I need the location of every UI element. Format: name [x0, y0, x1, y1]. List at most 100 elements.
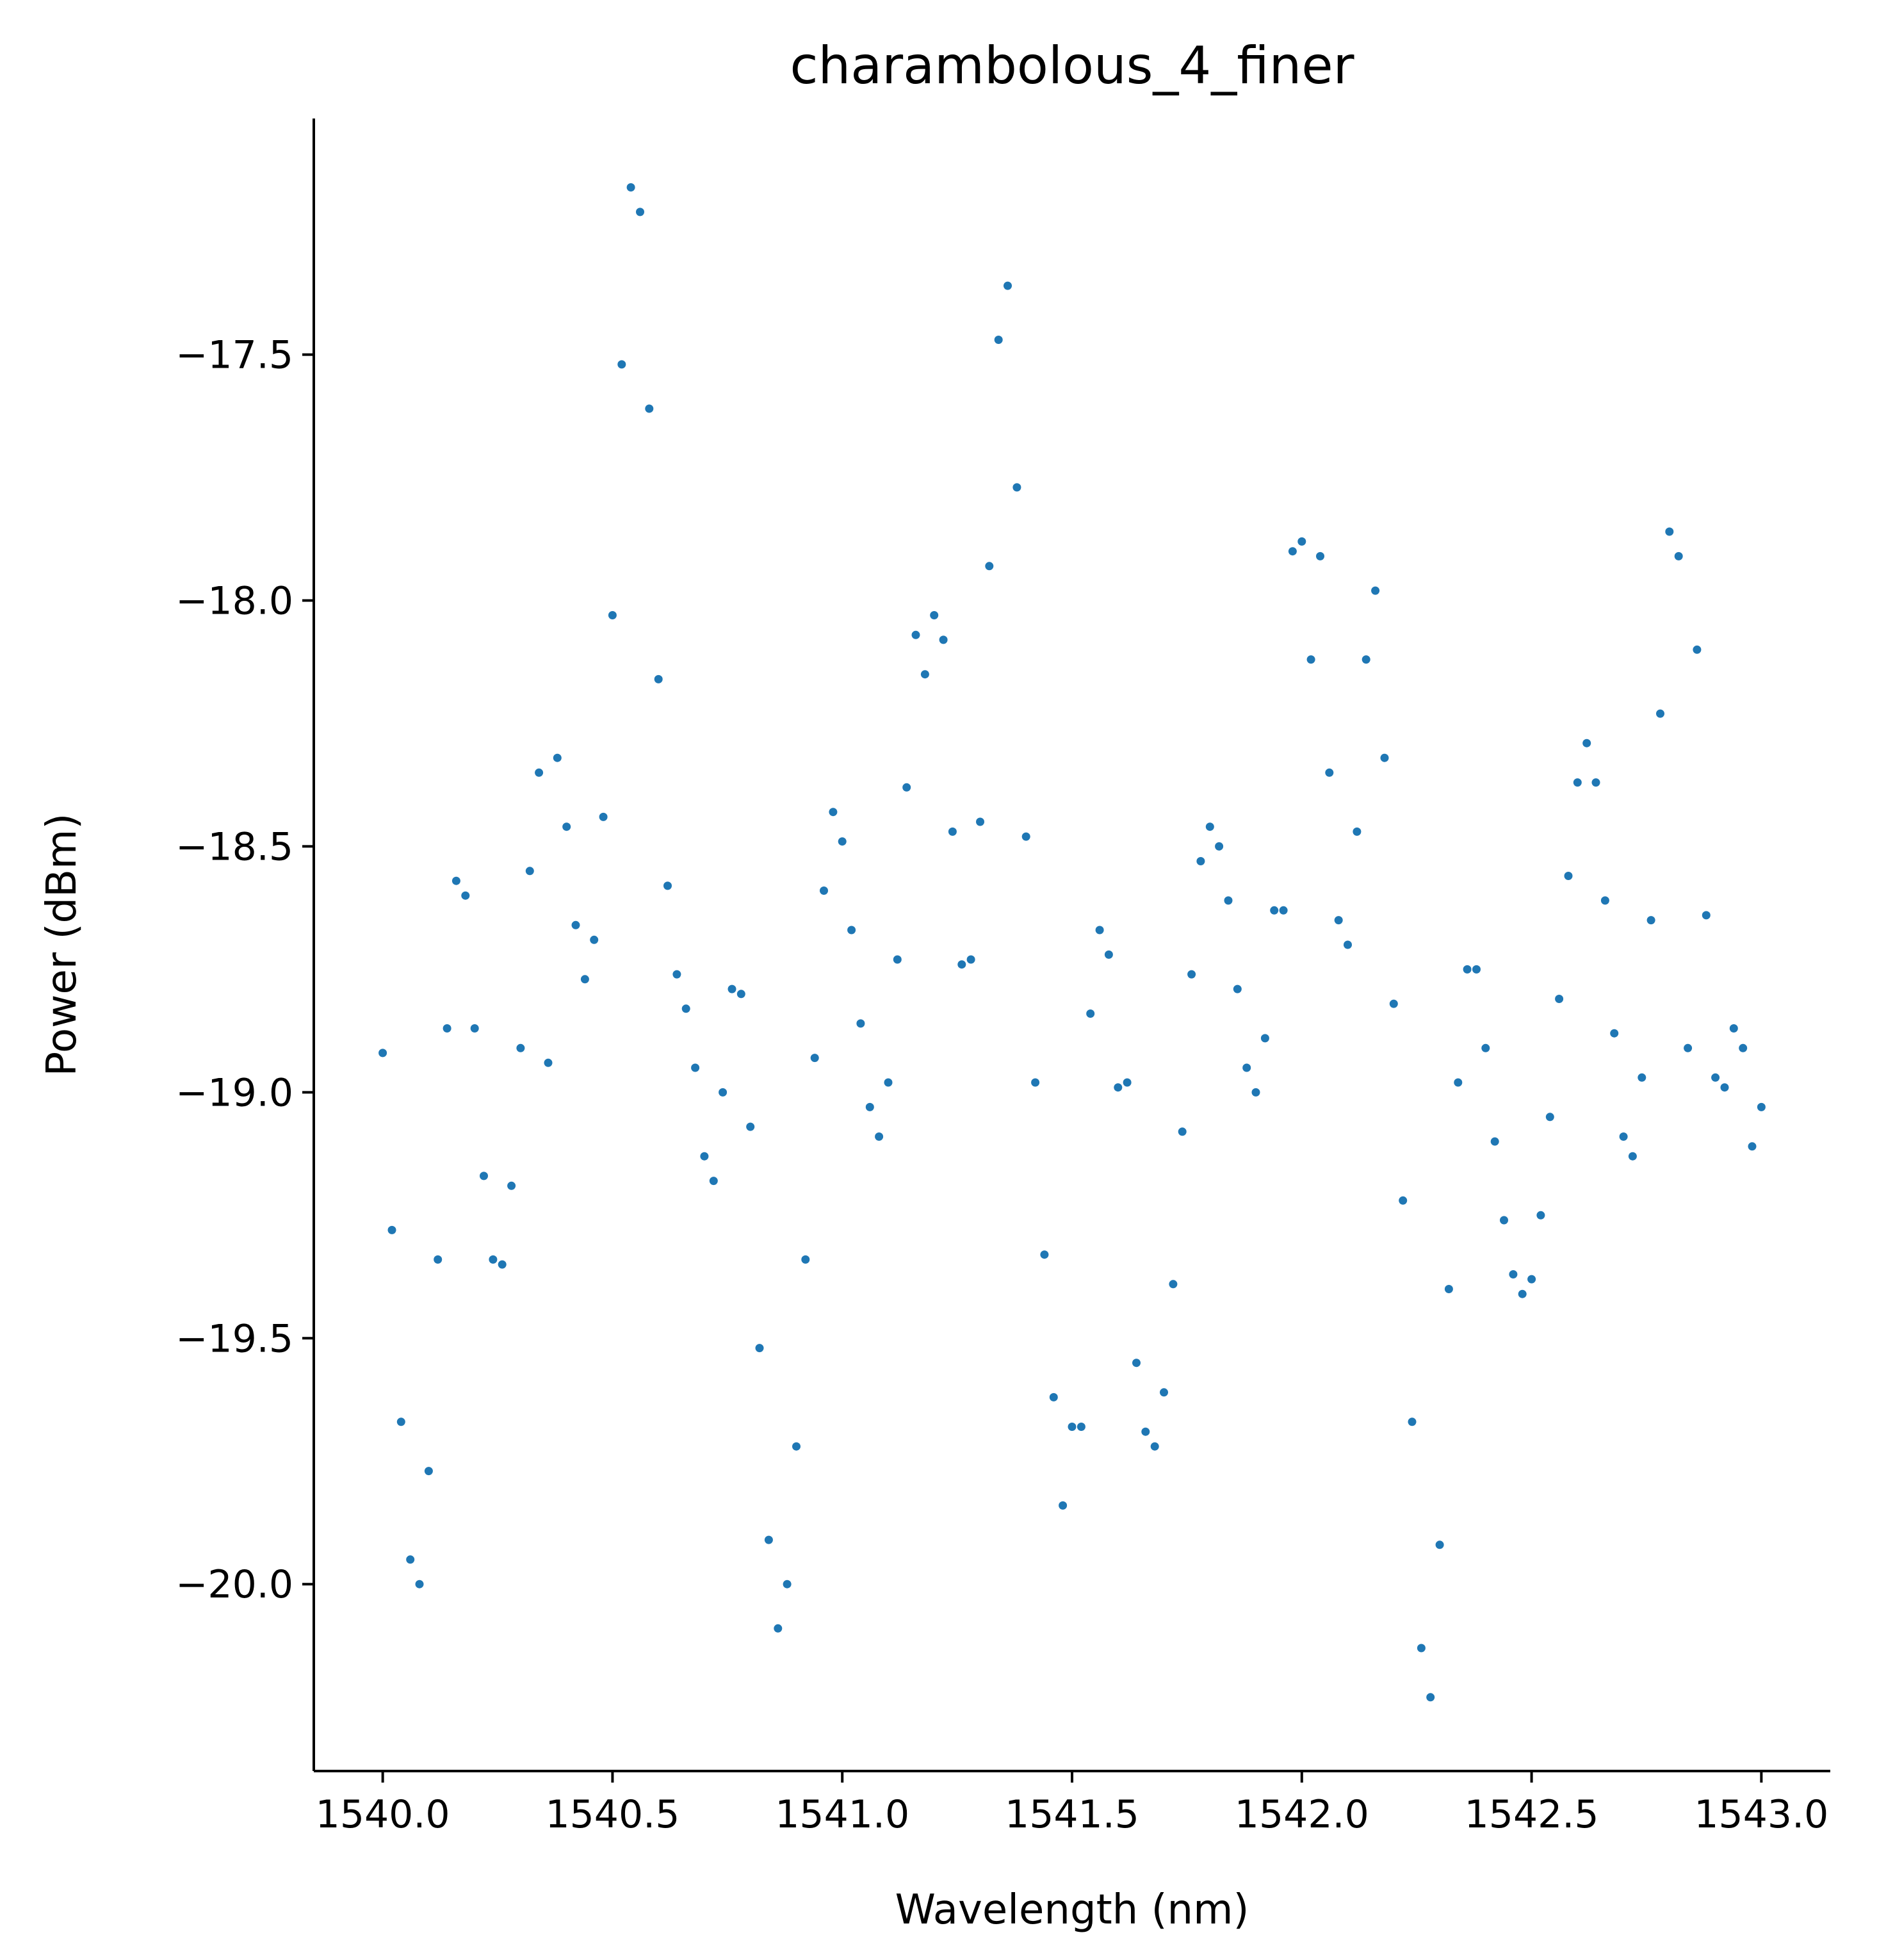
- data-point: [948, 827, 957, 836]
- data-point: [498, 1260, 507, 1269]
- data-point: [1353, 827, 1362, 836]
- data-point: [1481, 1043, 1490, 1052]
- data-point: [1591, 778, 1600, 787]
- data-point: [1215, 842, 1224, 851]
- data-point: [396, 1417, 405, 1426]
- data-point: [1306, 655, 1315, 664]
- data-point: [1141, 1427, 1150, 1436]
- data-point: [387, 1225, 396, 1234]
- data-point: [1646, 916, 1655, 925]
- data-point: [1408, 1417, 1417, 1426]
- data-point: [626, 183, 635, 192]
- data-point: [1021, 832, 1030, 841]
- data-point: [1555, 995, 1564, 1003]
- data-point: [1031, 1078, 1040, 1087]
- x-tick-label: 1541.5: [1005, 1792, 1139, 1837]
- data-point: [1114, 1083, 1123, 1092]
- data-point: [1389, 999, 1398, 1008]
- data-point: [553, 753, 562, 762]
- data-point: [1150, 1442, 1159, 1451]
- data-point: [847, 926, 856, 935]
- data-point: [1610, 1029, 1619, 1038]
- data-point: [1399, 1196, 1408, 1205]
- data-point: [810, 1054, 819, 1063]
- data-point: [1729, 1024, 1738, 1033]
- data-point: [507, 1181, 516, 1190]
- data-point: [645, 404, 654, 413]
- x-axis-ticks: 1540.0 1540.5 1541.0 1541.5 1542.0 1542.5 1543…: [316, 1771, 1828, 1837]
- data-point: [1178, 1127, 1187, 1136]
- data-point: [1444, 1285, 1453, 1293]
- data-point: [1600, 896, 1609, 905]
- data-point: [608, 611, 617, 619]
- data-point: [902, 783, 911, 792]
- data-point: [884, 1078, 893, 1087]
- data-point: [1454, 1078, 1463, 1087]
- data-point: [1059, 1501, 1068, 1510]
- data-point: [1362, 655, 1370, 664]
- data-point: [1757, 1102, 1766, 1111]
- data-point: [562, 822, 571, 831]
- x-tick-label: 1542.0: [1235, 1792, 1369, 1837]
- data-point: [470, 1024, 479, 1033]
- y-tick-label: −18.0: [175, 579, 293, 624]
- data-point: [865, 1102, 874, 1111]
- data-point: [1040, 1250, 1049, 1259]
- chart-title: charambolous_4_finer: [790, 36, 1354, 95]
- data-point: [930, 611, 939, 619]
- data-point: [544, 1058, 553, 1067]
- data-point: [378, 1049, 387, 1058]
- data-point: [636, 208, 644, 216]
- data-point: [1297, 537, 1306, 546]
- data-point: [1169, 1280, 1178, 1289]
- data-point: [1279, 906, 1288, 915]
- data-point: [939, 635, 948, 644]
- data-point: [434, 1255, 443, 1264]
- data-point: [443, 1024, 451, 1033]
- x-axis-label: Wavelength (nm): [895, 1886, 1249, 1934]
- data-point: [1077, 1423, 1085, 1431]
- data-point: [1380, 753, 1389, 762]
- data-point: [1500, 1216, 1508, 1225]
- data-point: [994, 336, 1003, 344]
- data-point: [838, 837, 847, 846]
- data-point: [1224, 896, 1233, 905]
- data-point: [461, 891, 470, 900]
- data-point: [691, 1063, 700, 1072]
- data-point: [875, 1132, 884, 1141]
- data-point: [764, 1535, 773, 1544]
- data-point: [1518, 1289, 1527, 1298]
- data-point: [1196, 857, 1205, 865]
- data-point: [1095, 926, 1104, 935]
- data-point: [1160, 1388, 1168, 1397]
- data-point: [1536, 1211, 1545, 1220]
- data-point: [700, 1152, 709, 1161]
- data-point: [535, 768, 544, 777]
- x-tick-label: 1541.0: [775, 1792, 909, 1837]
- data-point: [1104, 950, 1113, 959]
- data-point: [1270, 906, 1279, 915]
- data-point: [406, 1555, 415, 1564]
- data-point: [736, 990, 745, 999]
- data-point: [893, 955, 902, 964]
- data-point: [957, 960, 966, 969]
- data-point: [1720, 1083, 1729, 1092]
- data-point: [663, 881, 672, 890]
- data-points: [378, 183, 1766, 1702]
- x-tick-label: 1540.0: [316, 1792, 450, 1837]
- data-point: [1242, 1063, 1251, 1072]
- data-point: [774, 1624, 783, 1633]
- data-point: [820, 886, 828, 895]
- data-point: [451, 876, 460, 885]
- x-tick-label: 1540.5: [545, 1792, 679, 1837]
- y-tick-label: −17.5: [175, 333, 293, 378]
- data-point: [1573, 778, 1582, 787]
- data-point: [480, 1172, 488, 1180]
- data-point: [1012, 483, 1021, 492]
- y-tick-label: −20.0: [175, 1562, 293, 1607]
- data-point: [920, 670, 929, 679]
- data-point: [719, 1088, 728, 1097]
- data-point: [1004, 281, 1012, 290]
- data-point: [489, 1255, 498, 1264]
- data-point: [525, 867, 534, 876]
